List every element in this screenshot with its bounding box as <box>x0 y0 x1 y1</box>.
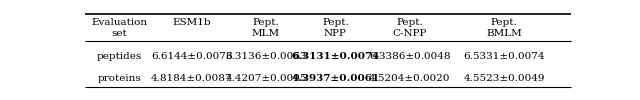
Text: 6.5331±0.0074: 6.5331±0.0074 <box>463 52 545 61</box>
Text: 4.5204±0.0020: 4.5204±0.0020 <box>369 74 451 83</box>
Text: peptides: peptides <box>97 52 142 61</box>
Text: Pept.
BMLM: Pept. BMLM <box>486 18 522 38</box>
Text: 4.3937±0.0061: 4.3937±0.0061 <box>291 74 380 83</box>
Text: Pept.
NPP: Pept. NPP <box>322 18 349 38</box>
Text: Pept.
C-NPP: Pept. C-NPP <box>393 18 427 38</box>
Text: 6.3136±0.0063: 6.3136±0.0063 <box>225 52 307 61</box>
Text: 6.6144±0.0073: 6.6144±0.0073 <box>151 52 232 61</box>
Text: 6.3131±0.0074: 6.3131±0.0074 <box>291 52 380 61</box>
Text: Pept.
MLM: Pept. MLM <box>252 18 280 38</box>
Text: Evaluation
set: Evaluation set <box>92 18 148 38</box>
Text: 4.4207±0.0095: 4.4207±0.0095 <box>225 74 307 83</box>
Text: ESM1b: ESM1b <box>172 18 211 27</box>
Text: proteins: proteins <box>98 74 141 83</box>
Text: 6.3386±0.0048: 6.3386±0.0048 <box>369 52 451 61</box>
Text: 4.5523±0.0049: 4.5523±0.0049 <box>463 74 545 83</box>
Text: 4.8184±0.0087: 4.8184±0.0087 <box>151 74 232 83</box>
